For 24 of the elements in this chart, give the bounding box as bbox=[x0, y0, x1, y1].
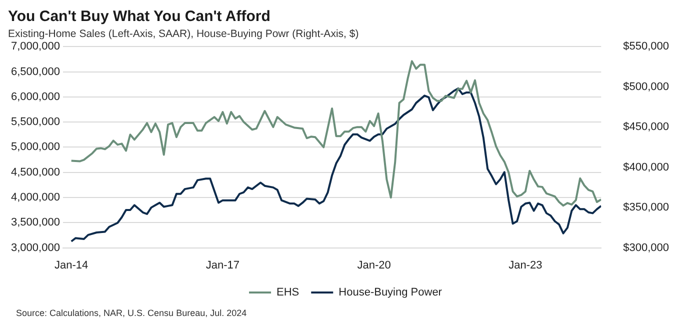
y-tick-label: 3,000,000 bbox=[11, 242, 60, 254]
chart-subtitle: Existing-Home Sales (Left-Axis, SAAR), House-Buying Powr (Right-Axis, $) bbox=[8, 28, 359, 40]
legend-label: House-Buying Power bbox=[338, 286, 442, 299]
y2-tick-label: $300,000 bbox=[623, 242, 670, 254]
y2-tick-label: $350,000 bbox=[623, 202, 670, 214]
y-tick-label: 6,500,000 bbox=[11, 66, 60, 78]
source-note: Source: Calculations, NAR, U.S. Censu Bureau, Jul. 2024 bbox=[16, 308, 247, 318]
y-tick-label: 5,000,000 bbox=[11, 141, 60, 154]
y-tick-label: 6,000,000 bbox=[11, 90, 60, 103]
y-tick-label: 3,500,000 bbox=[11, 216, 60, 229]
y2-tick-label: $400,000 bbox=[623, 161, 670, 174]
x-tick-label: Jan-17 bbox=[206, 259, 240, 272]
x-tick-label: Jan-23 bbox=[508, 259, 542, 272]
y2-tick-label: $550,000 bbox=[623, 40, 670, 53]
x-tick-label: Jan-20 bbox=[357, 259, 391, 272]
y-tick-label: 4,000,000 bbox=[11, 192, 60, 204]
y-tick-label: 5,500,000 bbox=[11, 116, 60, 128]
chart-title: You Can't Buy What You Can't Afford bbox=[8, 8, 270, 26]
y-tick-label: 7,000,000 bbox=[11, 40, 60, 53]
y2-tick-label: $450,000 bbox=[623, 121, 670, 134]
legend-label: EHS bbox=[276, 286, 300, 299]
x-tick-label: Jan-14 bbox=[54, 259, 88, 272]
y-tick-label: 4,500,000 bbox=[11, 166, 60, 178]
y2-tick-label: $500,000 bbox=[623, 80, 670, 93]
